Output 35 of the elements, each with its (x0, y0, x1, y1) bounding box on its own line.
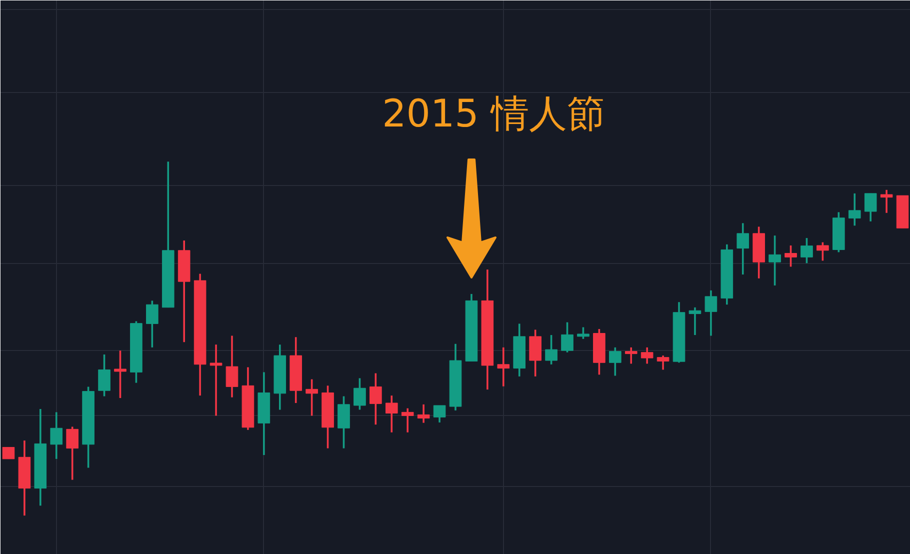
candlestick (306, 378, 318, 417)
candlestick (577, 326, 590, 340)
candlestick (848, 192, 861, 227)
candlestick (736, 222, 750, 276)
candlestick (146, 300, 158, 348)
candlestick (784, 244, 797, 268)
candlestick (816, 241, 829, 262)
candlestick (401, 407, 414, 434)
candlestick (688, 306, 702, 336)
candlestick (561, 321, 574, 354)
candlestick (624, 346, 638, 365)
candlestick (800, 237, 813, 264)
candlestick (768, 234, 781, 286)
candlestick (656, 354, 670, 371)
candlestick (433, 404, 446, 424)
candlestick (417, 404, 430, 424)
candlestick (880, 188, 893, 214)
candlestick (640, 346, 654, 365)
candlestick (354, 377, 366, 411)
candlestick (497, 346, 510, 388)
candlestick (704, 290, 718, 337)
candlestick (226, 334, 238, 398)
candlestick (385, 394, 398, 434)
candlestick (66, 426, 78, 481)
text: 2015 情人節 (382, 92, 605, 136)
candlestick (114, 350, 126, 399)
candlestick (545, 334, 558, 366)
candlestick (608, 346, 622, 377)
candlestick (864, 192, 877, 222)
candlestick (2, 446, 15, 460)
candlestick (98, 354, 110, 398)
candlestick (370, 372, 382, 426)
candlestick (338, 395, 350, 450)
candlestick (210, 344, 222, 417)
candlestick (50, 411, 63, 460)
